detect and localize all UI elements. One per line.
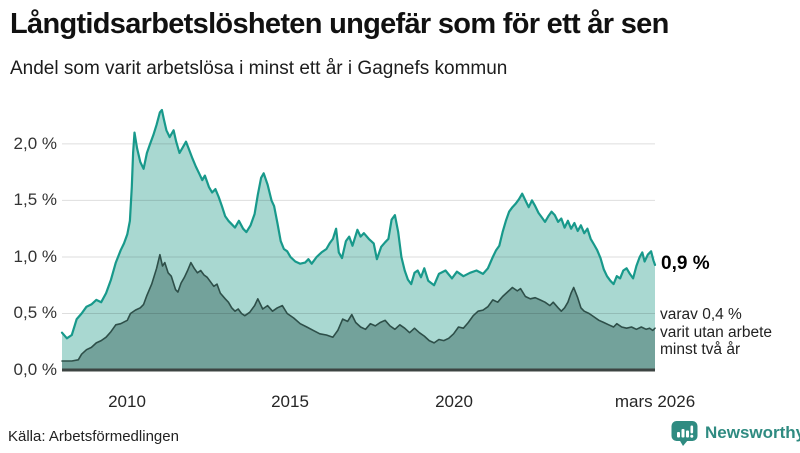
series-end-value-label: 0,9 %	[661, 253, 710, 274]
annotation-line-1: varav 0,4 %	[660, 306, 742, 323]
x-tick-label: mars 2026	[614, 392, 696, 411]
x-tick-label: 2015	[271, 392, 309, 411]
area-fill	[62, 254, 655, 370]
series-line	[61, 253, 656, 362]
secondary-series-annotation: varav 0,4 % varit utan arbete minst två …	[660, 306, 772, 359]
y-tick-label: 1,5 %	[13, 190, 57, 209]
y-tick-label: 0,5 %	[13, 303, 57, 322]
annotation-line-3: minst två år	[660, 341, 741, 358]
page-title: Långtidsarbetslösheten ungefär som för e…	[10, 8, 669, 40]
y-tick-label: 0,0 %	[13, 360, 57, 379]
newsworthy-bubble-chart-icon	[670, 419, 699, 448]
source-attribution: Källa: Arbetsförmedlingen	[8, 428, 179, 445]
series-line	[60, 108, 657, 340]
annotation-line-2: varit utan arbete	[660, 323, 773, 341]
newsworthy-logo: Newsworthy	[670, 418, 800, 448]
chart-subtitle: Andel som varit arbetslösa i minst ett å…	[10, 58, 508, 79]
y-tick-label: 2,0 %	[13, 134, 57, 153]
x-tick-label: 2020	[435, 392, 473, 411]
newsworthy-wordmark: Newsworthy	[705, 423, 800, 442]
x-tick-label: 2010	[108, 392, 146, 411]
y-tick-label: 1,0 %	[13, 247, 57, 266]
